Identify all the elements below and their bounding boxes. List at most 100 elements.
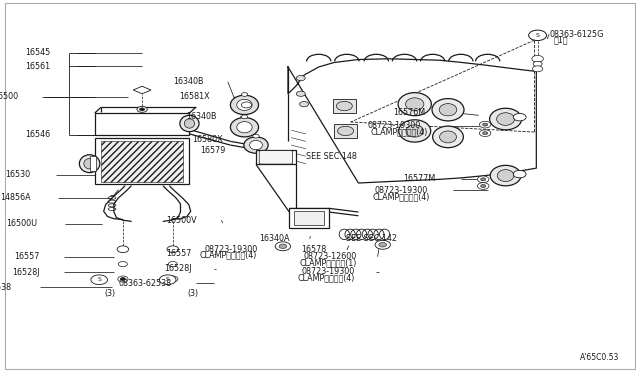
Text: 16580X: 16580X [192,135,223,144]
Ellipse shape [490,165,521,186]
Circle shape [532,66,543,72]
Circle shape [379,243,387,247]
Text: SEE SEC.148: SEE SEC.148 [307,153,357,161]
Text: 16546: 16546 [25,130,50,139]
Ellipse shape [406,98,424,110]
Circle shape [300,102,308,107]
Circle shape [137,106,147,112]
Text: CLAMPクランプ(1): CLAMPクランプ(1) [300,258,357,267]
Ellipse shape [439,104,457,116]
Circle shape [477,183,489,189]
Text: 16581X: 16581X [179,92,210,101]
Text: 16500V: 16500V [166,216,197,225]
Text: 08723-19300: 08723-19300 [374,186,428,195]
Ellipse shape [433,126,463,148]
Ellipse shape [230,118,259,137]
Circle shape [120,278,125,280]
Text: 16528J: 16528J [164,264,192,273]
Ellipse shape [237,99,252,110]
Circle shape [375,240,390,249]
Circle shape [168,262,177,267]
Text: S: S [536,33,540,38]
Ellipse shape [338,126,354,135]
Text: 16557: 16557 [14,252,40,261]
Text: SEE SEC.142: SEE SEC.142 [346,234,397,243]
Text: 08363-6125G: 08363-6125G [549,30,604,39]
Circle shape [241,102,252,108]
Ellipse shape [230,95,259,115]
Text: CLAMPクランプ(4): CLAMPクランプ(4) [200,251,257,260]
Circle shape [533,61,542,67]
Circle shape [167,246,179,253]
Circle shape [296,91,305,96]
Ellipse shape [84,158,95,169]
Text: 16576M: 16576M [394,108,426,117]
Text: 16578: 16578 [301,246,326,254]
Text: （1）: （1） [554,36,568,45]
Text: 08363-62538: 08363-62538 [0,283,12,292]
Ellipse shape [337,102,353,111]
Circle shape [477,176,489,183]
Text: CLAMPクランプ(4): CLAMPクランプ(4) [372,192,430,201]
Text: 08723-19300: 08723-19300 [302,267,355,276]
Text: S: S [97,277,101,282]
Text: 16500U: 16500U [6,219,37,228]
Text: 16528J: 16528J [12,268,40,277]
Ellipse shape [497,170,514,182]
Ellipse shape [237,122,252,133]
Ellipse shape [399,120,431,142]
Text: (3): (3) [188,289,199,298]
Text: S: S [166,277,170,282]
Circle shape [513,170,526,178]
Text: CLAMPクランプ(4): CLAMPクランプ(4) [298,273,355,282]
Bar [101,141,183,182]
Polygon shape [133,86,151,94]
Circle shape [118,262,127,267]
Text: 16545: 16545 [25,48,50,57]
Ellipse shape [497,113,515,125]
FancyBboxPatch shape [95,113,189,135]
Bar [294,211,324,225]
Circle shape [241,93,248,96]
Circle shape [279,244,287,248]
Circle shape [91,275,108,285]
Bar [90,156,96,171]
Text: CLAMPクランプ(4): CLAMPクランプ(4) [370,127,428,136]
Circle shape [483,132,488,135]
Circle shape [170,278,175,280]
FancyBboxPatch shape [259,151,292,164]
Circle shape [529,30,547,41]
Circle shape [118,276,128,282]
Ellipse shape [244,137,268,153]
Bar [95,138,189,184]
Text: 16530: 16530 [6,170,31,179]
Circle shape [481,178,486,181]
Circle shape [140,108,145,111]
Text: 16340A: 16340A [259,234,289,243]
Circle shape [253,134,259,138]
Ellipse shape [490,108,522,130]
Circle shape [117,246,129,253]
Text: 16577M: 16577M [403,174,435,183]
Circle shape [532,55,543,62]
Text: A'65C0.53: A'65C0.53 [580,353,620,362]
Bar [333,99,356,113]
Text: 14856A: 14856A [0,193,31,202]
Text: 16579: 16579 [200,146,225,155]
Text: 08723-19300: 08723-19300 [204,245,257,254]
Circle shape [513,113,526,121]
Bar [289,208,329,228]
Circle shape [168,276,178,282]
Circle shape [241,115,248,119]
Text: 16340B: 16340B [173,77,204,86]
Circle shape [481,185,486,187]
Ellipse shape [184,119,195,128]
Ellipse shape [440,131,456,143]
Text: 08363-62538: 08363-62538 [118,279,172,288]
Ellipse shape [406,125,424,137]
Ellipse shape [432,99,464,121]
Ellipse shape [250,140,262,150]
Text: 16340B: 16340B [186,112,216,121]
Ellipse shape [79,155,100,173]
Text: 16557: 16557 [166,249,192,258]
